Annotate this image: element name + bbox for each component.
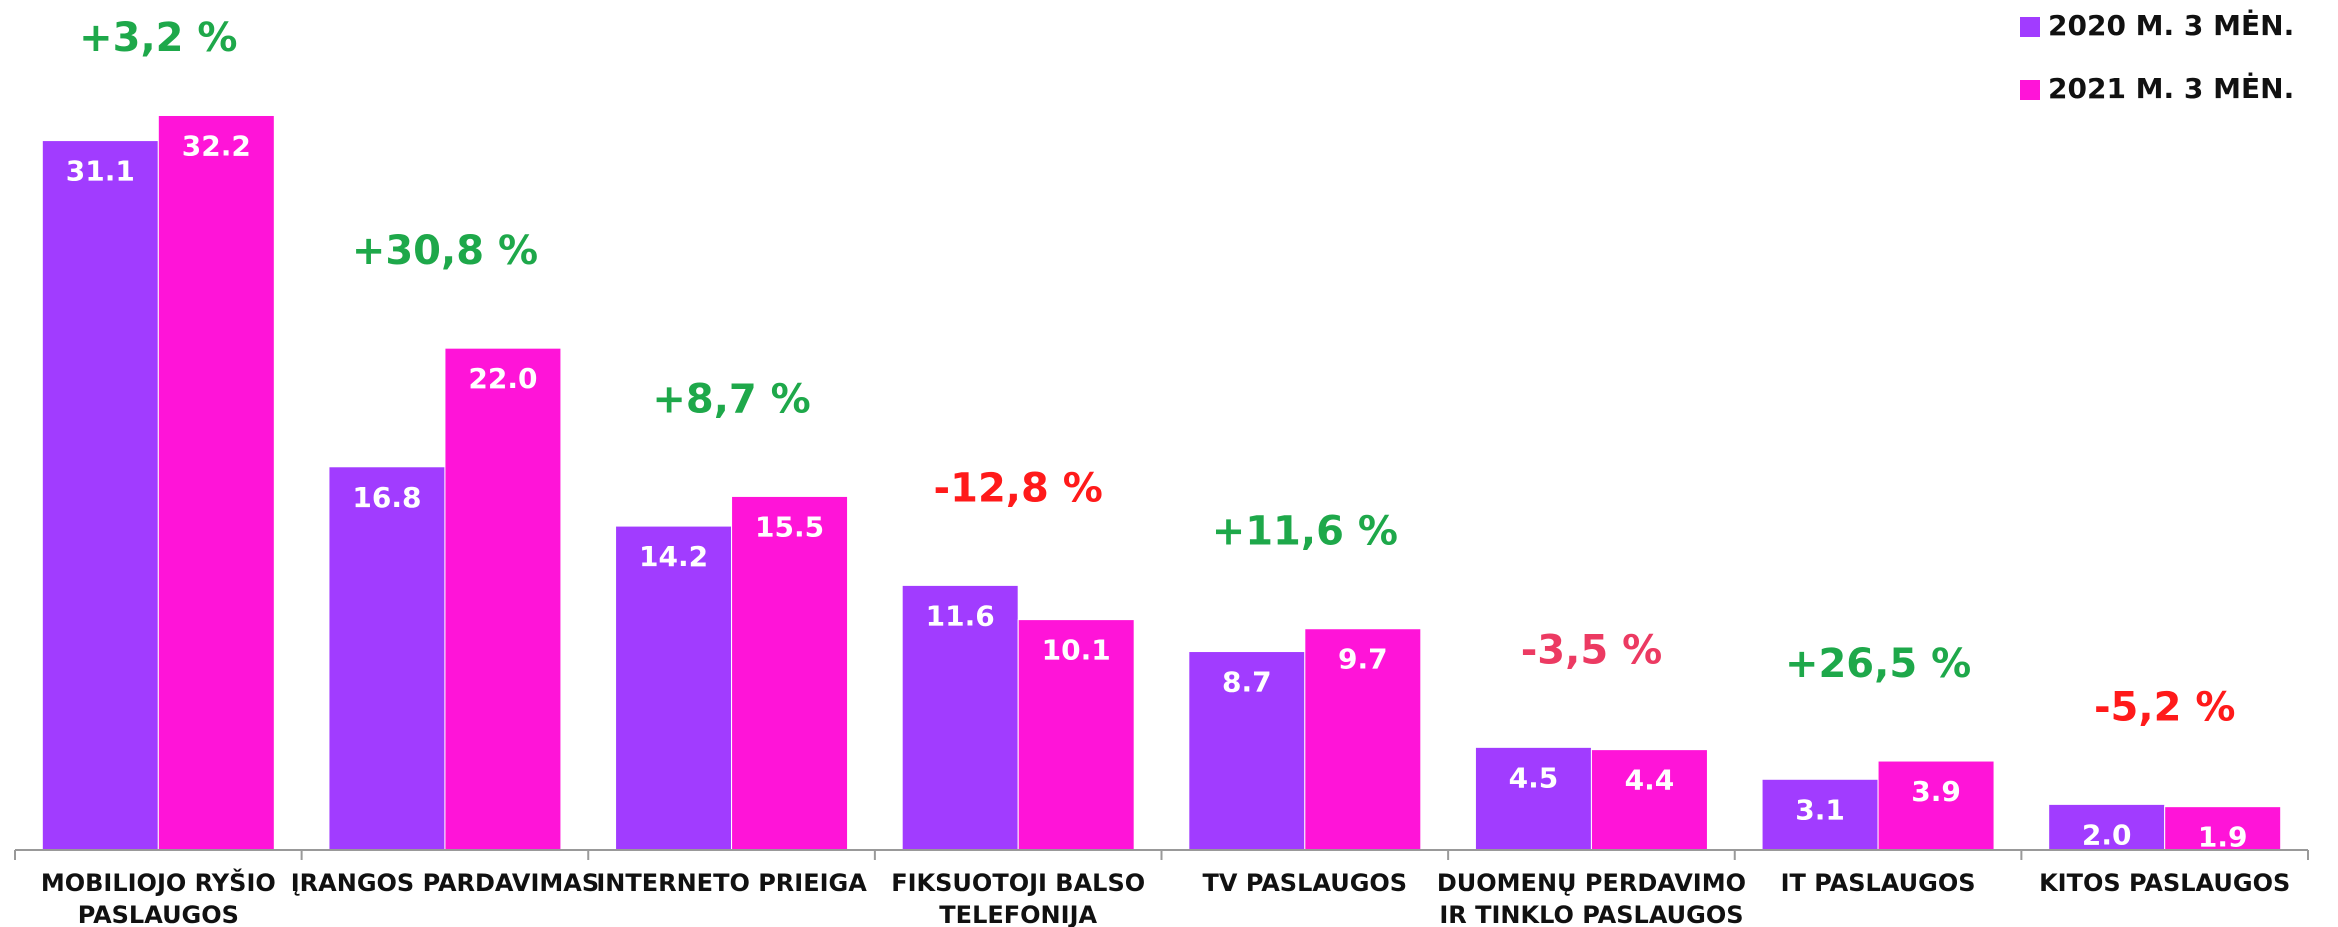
bar xyxy=(1590,749,1708,851)
value-label: 4.4 xyxy=(1625,764,1675,797)
legend-label: 2021 M. 3 MĖN. xyxy=(2048,71,2294,105)
bar xyxy=(444,347,562,851)
bar xyxy=(731,495,849,851)
value-label: 10.1 xyxy=(1042,634,1111,667)
value-label: 2.0 xyxy=(2082,818,2132,851)
value-label: 32.2 xyxy=(182,129,251,162)
bar xyxy=(157,114,275,851)
change-annotation: +26,5 % xyxy=(1785,641,1971,687)
x-tick-label: KITOS PASLAUGOS xyxy=(2039,869,2290,897)
x-tick-label-line: MOBILIOJO RYŠIO xyxy=(41,867,276,897)
bar xyxy=(1017,619,1135,851)
value-label: 4.5 xyxy=(1509,761,1559,794)
x-tick-label: IT PASLAUGOS xyxy=(1781,869,1976,897)
x-tick-label: DUOMENŲ PERDAVIMO IR TINKLO PASLAUGOS xyxy=(1437,869,1746,927)
value-label: 15.5 xyxy=(755,510,824,543)
change-annotation: -12,8 % xyxy=(934,465,1103,511)
x-tick-label-line: FIKSUOTOJI BALSO xyxy=(891,869,1145,897)
x-tick-label-line: TELEFONIJA xyxy=(939,901,1097,927)
value-label: 11.6 xyxy=(926,599,995,632)
x-tick-label: ĮRANGOS PARDAVIMAS xyxy=(291,869,599,897)
bar xyxy=(41,140,159,851)
bar xyxy=(1877,760,1995,851)
change-annotation: -3,5 % xyxy=(1521,627,1662,673)
value-label: 14.2 xyxy=(639,540,708,573)
change-annotation: +8,7 % xyxy=(652,376,810,422)
value-label: 3.1 xyxy=(1795,793,1845,826)
bar xyxy=(328,466,446,851)
change-annotation: +30,8 % xyxy=(352,228,538,274)
x-tick-label: FIKSUOTOJI BALSO TELEFONIJA xyxy=(891,869,1145,927)
value-label: 22.0 xyxy=(468,362,537,395)
bar xyxy=(1474,746,1592,851)
bar xyxy=(901,584,1019,851)
x-tick-label-line: DUOMENŲ PERDAVIMO xyxy=(1437,869,1746,897)
bar xyxy=(1188,651,1306,851)
change-annotation: +3,2 % xyxy=(79,15,237,61)
x-tick-label: TV PASLAUGOS xyxy=(1203,869,1408,897)
x-tick-label: MOBILIOJO RYŠIO PASLAUGOS xyxy=(41,867,276,927)
legend-label: 2020 M. 3 MĖN. xyxy=(2048,8,2294,42)
x-tick-label: INTERNETO PRIEIGA xyxy=(596,869,867,897)
value-label: 31.1 xyxy=(66,155,135,188)
legend-swatch xyxy=(2020,17,2040,37)
value-label: 9.7 xyxy=(1338,643,1388,676)
value-label: 3.9 xyxy=(1911,775,1961,808)
bar xyxy=(1304,628,1422,851)
change-annotation: -5,2 % xyxy=(2094,684,2235,730)
bar xyxy=(615,525,733,851)
value-label: 16.8 xyxy=(352,481,421,514)
x-tick-label-line: PASLAUGOS xyxy=(78,901,239,927)
value-label: 8.7 xyxy=(1222,666,1272,699)
legend-swatch xyxy=(2020,80,2040,100)
value-label: 1.9 xyxy=(2198,821,2248,854)
x-tick-label-line: IR TINKLO PASLAUGOS xyxy=(1439,901,1743,927)
change-annotation: +11,6 % xyxy=(1212,509,1398,555)
bar xyxy=(2164,806,2282,851)
